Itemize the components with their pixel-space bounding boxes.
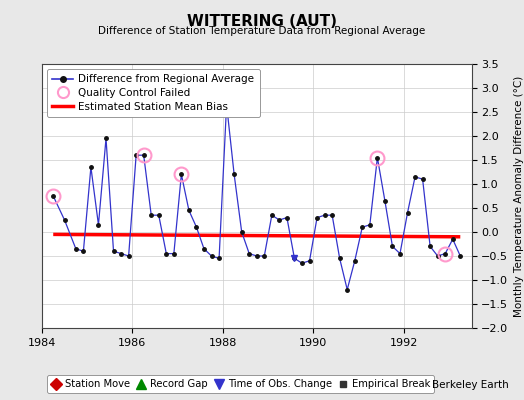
Y-axis label: Monthly Temperature Anomaly Difference (°C): Monthly Temperature Anomaly Difference (… [514, 75, 524, 317]
Legend: Station Move, Record Gap, Time of Obs. Change, Empirical Break: Station Move, Record Gap, Time of Obs. C… [47, 375, 434, 393]
Text: Difference of Station Temperature Data from Regional Average: Difference of Station Temperature Data f… [99, 26, 425, 36]
Text: WITTERING (AUT): WITTERING (AUT) [187, 14, 337, 29]
Text: Berkeley Earth: Berkeley Earth [432, 380, 508, 390]
